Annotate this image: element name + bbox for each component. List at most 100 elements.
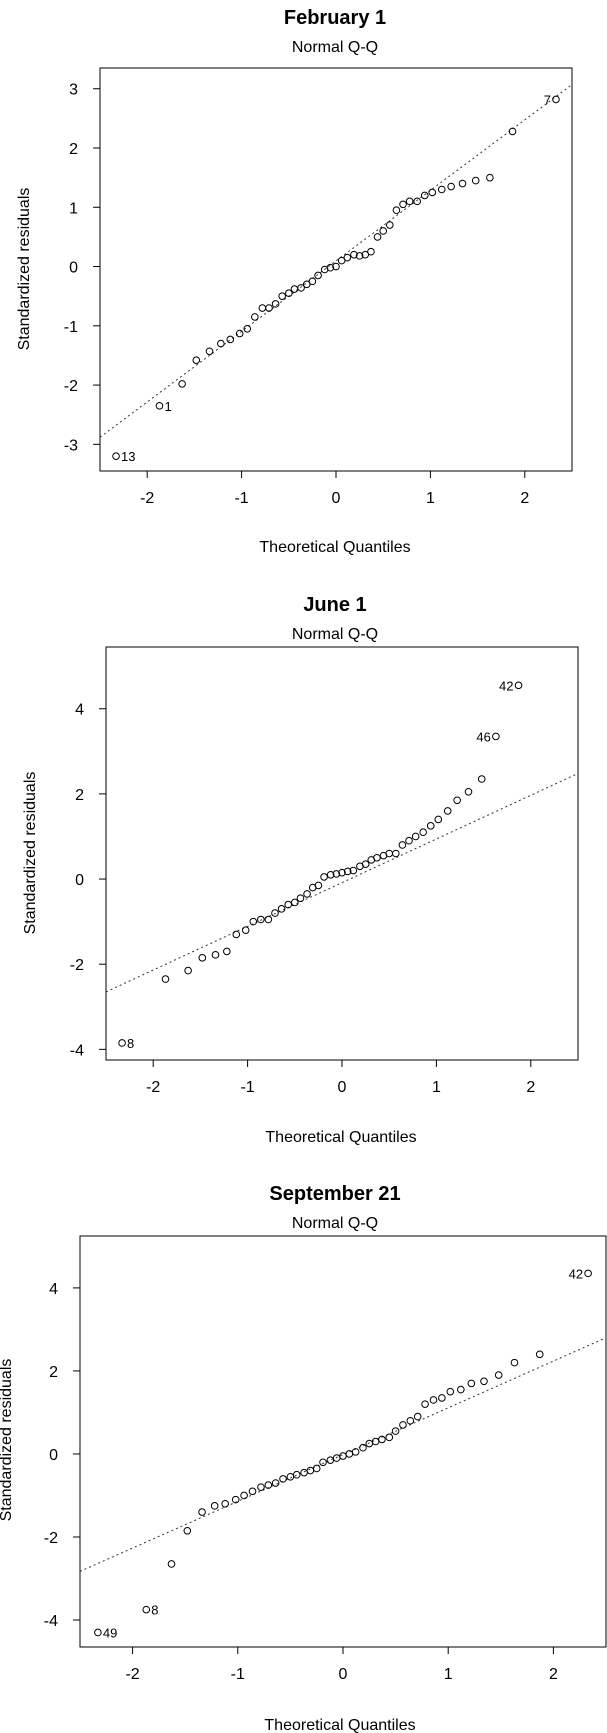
data-point	[437, 185, 446, 194]
data-point	[467, 1379, 476, 1388]
qq-reference-line	[105, 773, 579, 993]
data-point	[338, 868, 346, 877]
data-point	[385, 1433, 394, 1442]
chart-title: September 21	[269, 1183, 400, 1205]
data-point	[155, 402, 164, 410]
data-point	[243, 324, 252, 333]
data-point	[359, 1443, 367, 1452]
data-point	[398, 841, 407, 849]
data-point	[271, 909, 279, 917]
data-point	[326, 870, 335, 879]
chart-title: June 1	[303, 594, 366, 616]
data-point	[264, 1481, 273, 1489]
plot-frame	[79, 1235, 607, 1648]
y-tick-label: 2	[49, 1364, 58, 1381]
data-point	[494, 1371, 503, 1379]
data-point	[314, 271, 322, 280]
data-point	[161, 975, 170, 983]
data-point	[258, 304, 267, 312]
data-point	[399, 1421, 407, 1429]
x-tick-label: 2	[526, 1079, 535, 1096]
point-label: 8	[127, 1036, 134, 1051]
data-point	[142, 1605, 151, 1614]
data-point	[184, 966, 192, 975]
data-point	[457, 1385, 465, 1394]
x-tick-label: -2	[125, 1666, 139, 1683]
data-point	[192, 356, 201, 364]
x-tick-label: 0	[339, 1666, 348, 1683]
data-point	[406, 1416, 415, 1425]
data-point	[297, 284, 305, 292]
data-point	[434, 815, 443, 824]
point-label: 7	[544, 92, 551, 107]
y-axis: -4 -2 0 2 4	[70, 702, 106, 1059]
data-point	[241, 926, 250, 934]
data-point	[373, 853, 381, 862]
x-tick-label: 0	[332, 490, 341, 507]
chart-panel-3: September 21 Normal Q-Q -2 -1 0 1 2 -4-2024 …	[0, 1183, 607, 1733]
data-point	[271, 1479, 280, 1487]
x-axis: -2 -1 0 1 2	[125, 1647, 558, 1683]
data-point	[420, 191, 429, 200]
data-point	[421, 1400, 429, 1408]
data-point	[217, 339, 225, 348]
data-point	[413, 1412, 422, 1421]
data-point	[405, 197, 414, 206]
data-point	[285, 289, 293, 298]
x-tick-label: 1	[432, 1079, 441, 1096]
data-point	[290, 285, 299, 293]
data-point	[303, 890, 311, 898]
data-point	[332, 1454, 341, 1462]
data-point	[392, 206, 401, 215]
data-point	[428, 188, 437, 197]
data-point	[379, 227, 388, 235]
point-labels-group: 49 8 42	[103, 1266, 583, 1640]
data-point	[198, 954, 207, 962]
point-label: 1	[164, 399, 171, 414]
x-axis-label: Theoretical Quantiles	[259, 539, 410, 556]
chart-subtitle: Normal Q-Q	[292, 1215, 378, 1232]
point-label: 8	[151, 1603, 158, 1618]
data-point	[291, 898, 299, 907]
y-tick-label: -2	[70, 957, 84, 974]
data-point	[391, 1427, 400, 1435]
data-point	[198, 1508, 206, 1516]
data-point	[413, 197, 421, 206]
y-tick-label: 0	[75, 872, 84, 889]
data-point	[405, 836, 413, 845]
data-point	[355, 252, 364, 260]
data-point	[392, 849, 400, 858]
data-point	[232, 930, 241, 939]
y-tick-label: 2	[69, 141, 78, 158]
data-point	[231, 1495, 240, 1504]
data-point	[458, 179, 467, 188]
data-point	[419, 828, 427, 837]
data-point	[210, 1502, 219, 1510]
x-tick-label: -2	[140, 490, 154, 507]
data-point	[480, 1377, 488, 1386]
x-tick-label: -1	[234, 490, 248, 507]
data-point	[221, 1499, 229, 1508]
points-group	[112, 95, 560, 460]
data-point	[296, 894, 305, 903]
data-point	[361, 860, 370, 868]
y-tick-label: 0	[49, 1447, 58, 1464]
data-point	[112, 452, 120, 460]
data-point	[284, 900, 292, 909]
reference-line-group	[79, 1337, 607, 1572]
x-tick-label: 1	[426, 490, 435, 507]
x-tick-label: 2	[549, 1666, 558, 1683]
data-point	[300, 1468, 308, 1477]
data-point	[365, 1439, 374, 1448]
point-label: 49	[103, 1625, 117, 1640]
data-point	[248, 1487, 257, 1496]
data-point	[178, 380, 186, 388]
data-point	[350, 250, 358, 259]
x-tick-label: -2	[146, 1079, 160, 1096]
data-point	[257, 1483, 265, 1491]
x-axis-label: Theoretical Quantiles	[265, 1129, 416, 1146]
data-point	[343, 867, 352, 876]
data-point	[332, 870, 341, 878]
data-point	[249, 917, 258, 926]
